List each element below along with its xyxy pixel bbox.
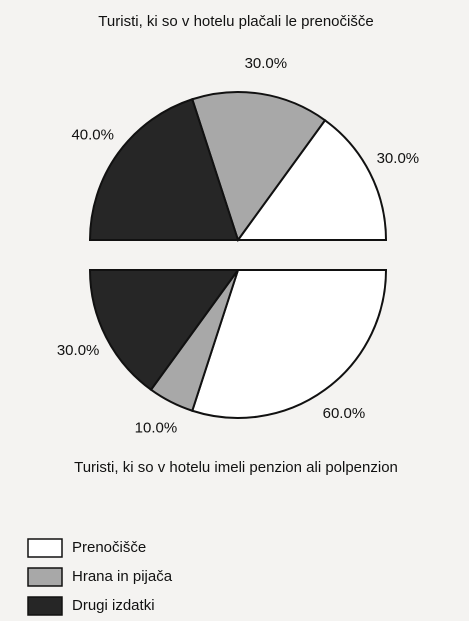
legend-label: Prenočišče [72,539,146,556]
value-label: 60.0% [323,405,366,422]
legend-swatch [27,567,63,587]
legend-label: Drugi izdatki [72,597,155,614]
legend-swatch [27,596,63,616]
value-label: 10.0% [135,420,178,437]
chart-title: Turisti, ki so v hotelu plačali le preno… [98,13,373,30]
pie-wedge [236,118,388,241]
pie-wedge [88,269,240,392]
legend-label: Hrana in pijača [72,568,173,585]
pie-wedge [191,91,327,243]
pie-wedge [191,269,388,419]
pie-wedge [88,97,240,241]
value-label: 30.0% [377,150,420,167]
value-label: 40.0% [71,126,114,143]
value-label: 30.0% [57,342,100,359]
value-label: 30.0% [245,55,288,72]
legend-swatch [27,538,63,558]
chart-title: Turisti, ki so v hotelu imeli penzion al… [74,459,398,476]
